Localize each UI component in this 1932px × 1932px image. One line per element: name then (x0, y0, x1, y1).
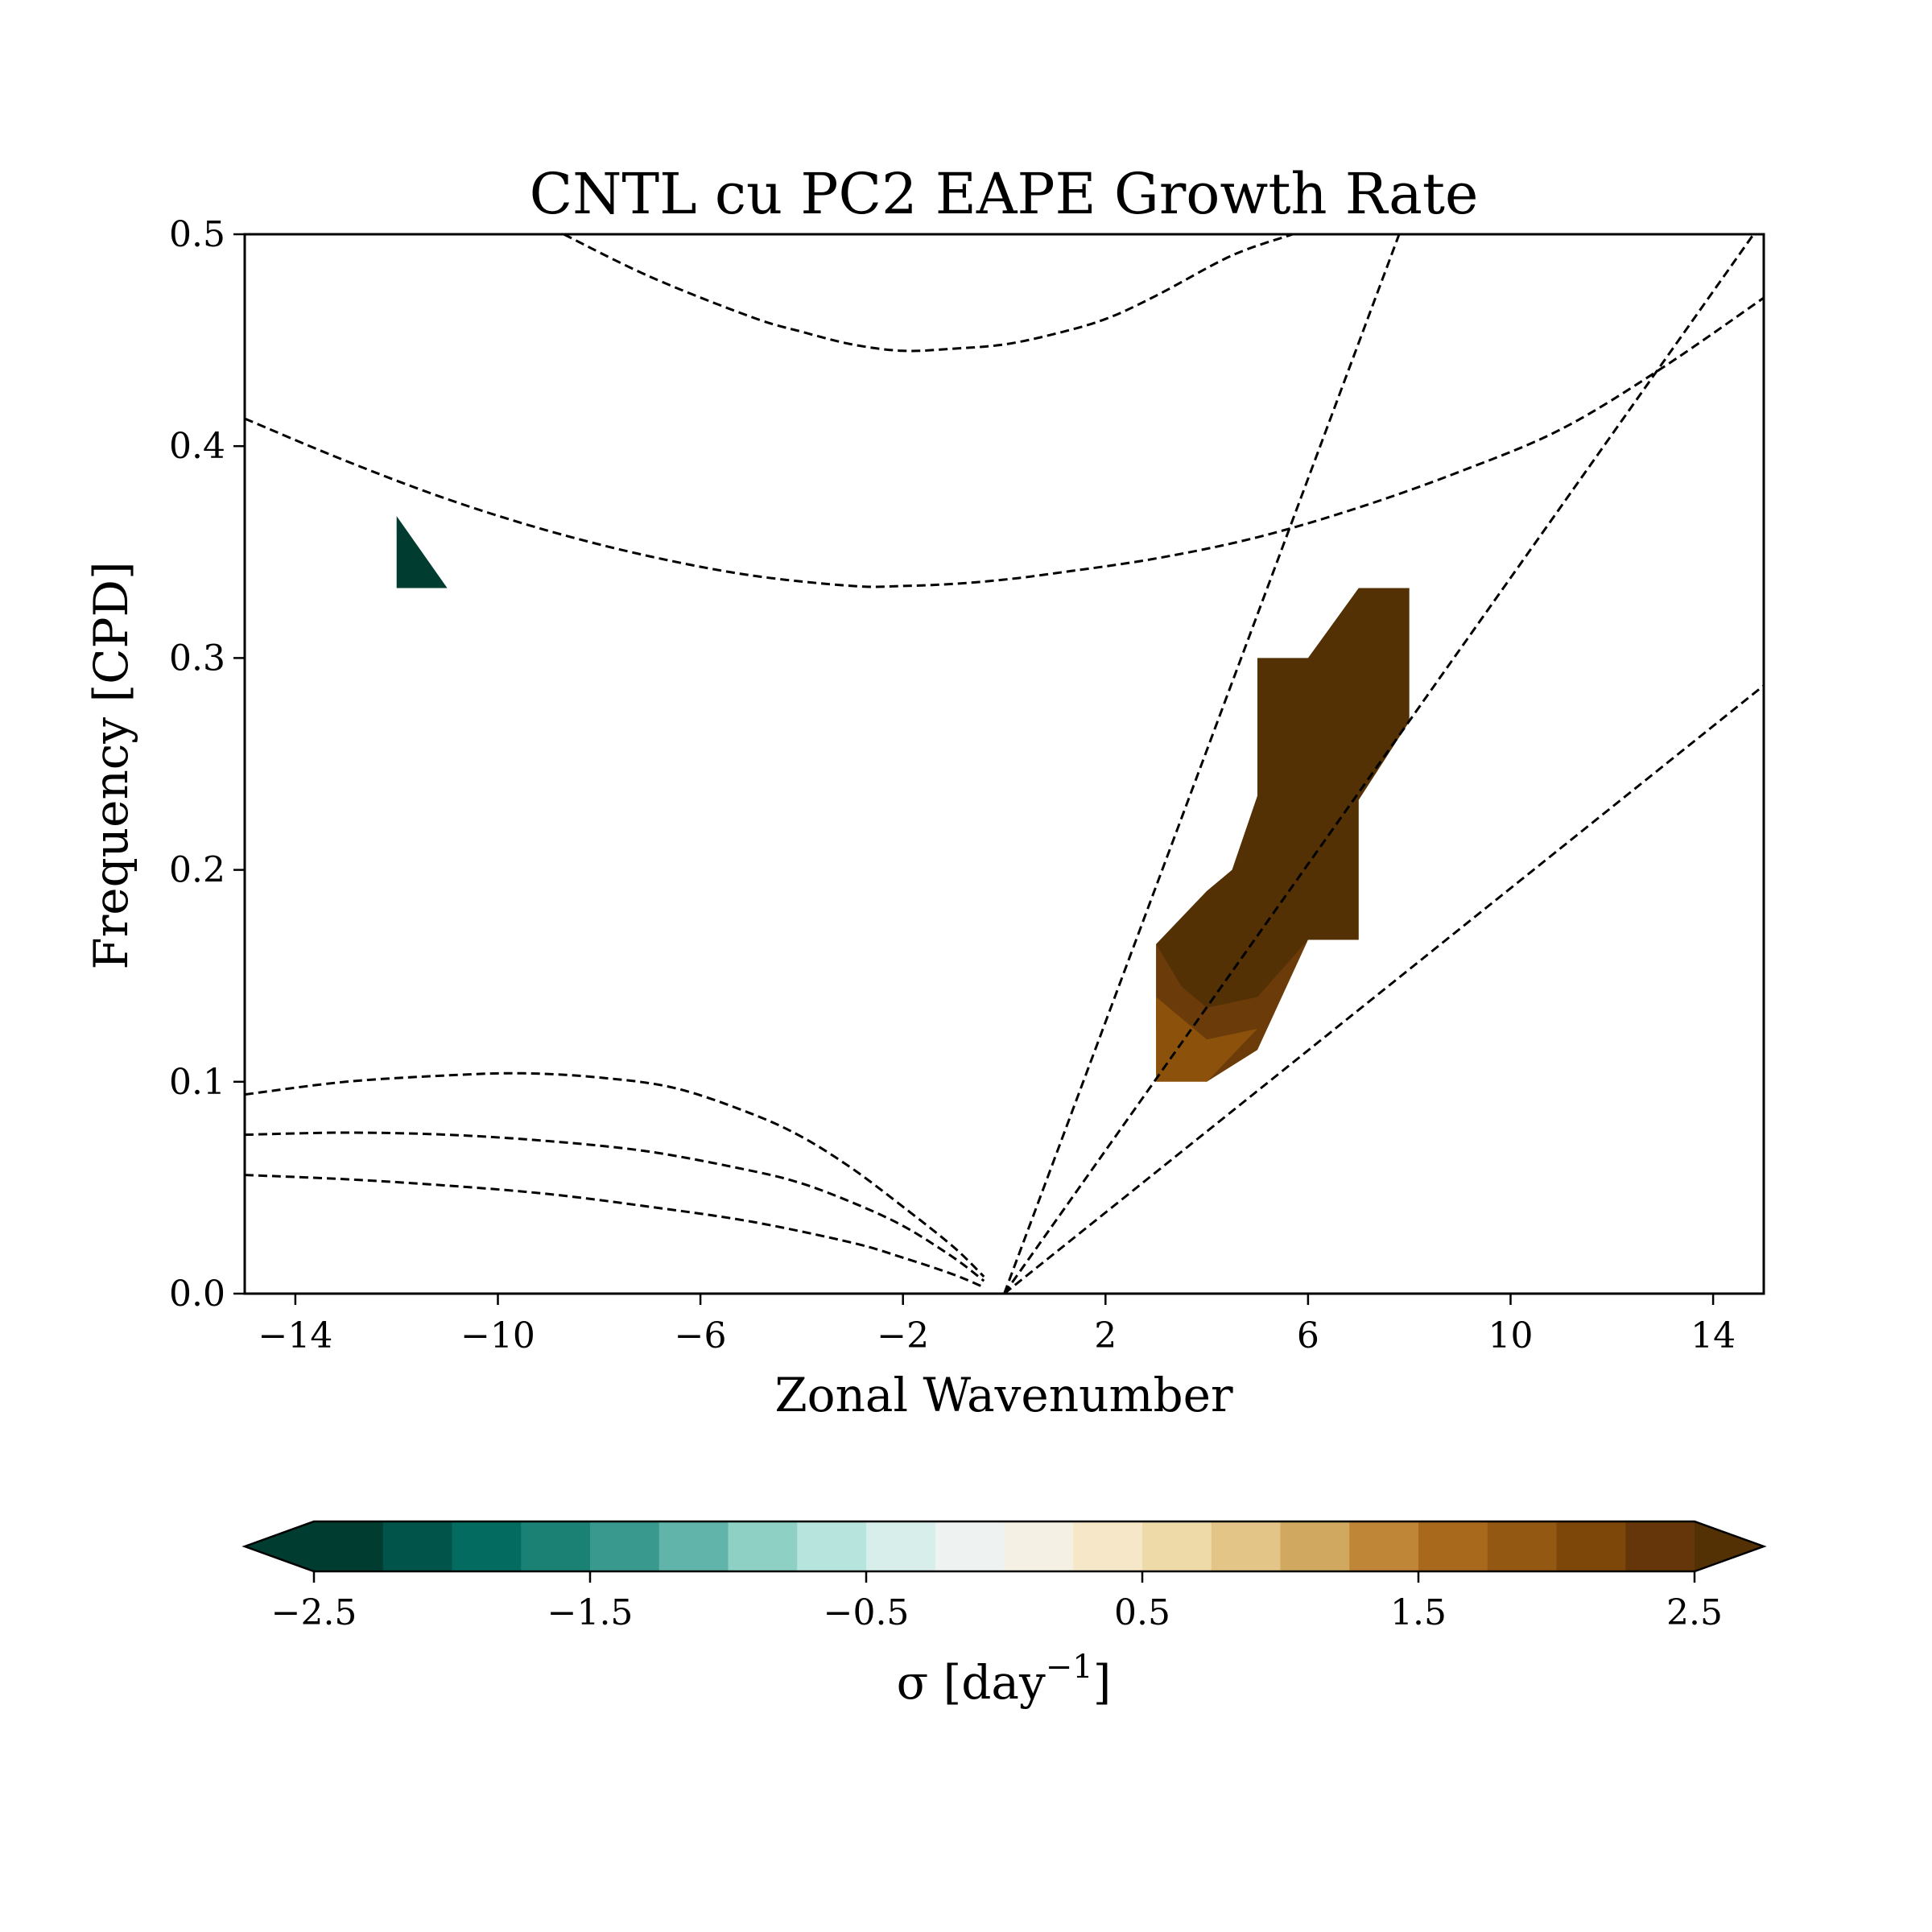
y-tick-label: 0.0 (169, 1274, 225, 1315)
colorbar-swatch (382, 1521, 453, 1571)
dispersion-curve-7 (1003, 684, 1764, 1294)
dispersion-curves (245, 234, 1764, 1294)
colorbar-swatch (521, 1521, 591, 1571)
colorbar-swatch (314, 1521, 384, 1571)
y-tick-label: 0.4 (169, 426, 225, 467)
colorbar-swatch (590, 1521, 660, 1571)
y-axis-label: Frequency [CPD] (84, 561, 138, 969)
colorbar-label-close: ] (1093, 1655, 1112, 1710)
colorbar-swatch (658, 1521, 729, 1571)
dispersion-curve-5 (1003, 234, 1401, 1294)
colorbar-swatch (1349, 1521, 1419, 1571)
colorbar-swatch (1556, 1521, 1626, 1571)
colorbar-tick-label: 2.5 (1666, 1592, 1723, 1633)
growth-region-2 (1156, 997, 1257, 1082)
colorbar-label-main: σ [day (897, 1655, 1046, 1710)
chart-title: CNTL cu PC2 EAPE Growth Rate (530, 161, 1479, 227)
colorbar-swatch (1280, 1521, 1350, 1571)
y-axis-ticks: 0.0 0.1 0.2 0.3 0.4 0.5 (169, 214, 245, 1315)
colorbar-swatch (1211, 1521, 1282, 1571)
dispersion-curve-1 (563, 234, 1294, 353)
y-tick-label: 0.5 (169, 214, 225, 255)
x-tick-label: 2 (1094, 1315, 1117, 1356)
x-tick-label: −6 (675, 1315, 727, 1356)
colorbar-ticks: −2.5 −1.5 −0.5 0.5 1.5 2.5 (271, 1571, 1723, 1633)
plot-frame (243, 233, 1765, 1295)
colorbar-swatch (1004, 1521, 1074, 1571)
colorbar-swatch (797, 1521, 867, 1571)
colorbar-swatch (1625, 1521, 1695, 1571)
colorbar-tick-label: 0.5 (1114, 1592, 1170, 1633)
x-tick-label: 6 (1297, 1315, 1319, 1356)
x-tick-label: −10 (460, 1315, 535, 1356)
colorbar-swatch (1073, 1521, 1143, 1571)
x-axis-ticks: −14 −10 −6 −2 2 6 10 14 (258, 1294, 1736, 1356)
x-tick-label: −2 (877, 1315, 929, 1356)
colorbar-extend-min (245, 1521, 314, 1571)
colorbar-label-exponent: −1 (1046, 1649, 1093, 1686)
y-tick-label: 0.1 (169, 1062, 225, 1103)
colorbar-extend-max (1695, 1521, 1764, 1571)
dispersion-curve-2 (245, 1071, 985, 1278)
x-tick-label: 10 (1488, 1315, 1534, 1356)
growth-region-3 (396, 516, 448, 588)
colorbar-swatch (866, 1521, 936, 1571)
colorbar-swatch (1487, 1521, 1558, 1571)
colorbar-swatch (1418, 1521, 1488, 1571)
x-tick-label: 14 (1690, 1315, 1736, 1356)
x-axis-label: Zonal Wavenumber (774, 1368, 1233, 1422)
colorbar-tick-label: −1.5 (547, 1592, 634, 1633)
dispersion-curve-0 (245, 296, 1764, 588)
colorbar-swatch (1142, 1521, 1212, 1571)
dispersion-curve-6 (1003, 234, 1755, 1294)
x-tick-label: −14 (258, 1315, 332, 1356)
dispersion-curve-3 (245, 1131, 985, 1282)
colorbar: −2.5 −1.5 −0.5 0.5 1.5 2.5 σ [day−1] (242, 1520, 1767, 1710)
colorbar-swatch (728, 1521, 798, 1571)
growth-rate-regions (396, 516, 1410, 1082)
colorbar-label: σ [day−1] (897, 1649, 1112, 1710)
colorbar-tick-label: −0.5 (824, 1592, 910, 1633)
colorbar-swatches (314, 1521, 1695, 1571)
y-tick-label: 0.3 (169, 638, 225, 679)
colorbar-tick-label: 1.5 (1390, 1592, 1447, 1633)
colorbar-swatch (935, 1521, 1005, 1571)
y-tick-label: 0.2 (169, 850, 225, 891)
colorbar-swatch (452, 1521, 522, 1571)
dispersion-curve-4 (245, 1174, 985, 1289)
colorbar-tick-label: −2.5 (271, 1592, 357, 1633)
growth-region-0 (1156, 588, 1410, 1040)
